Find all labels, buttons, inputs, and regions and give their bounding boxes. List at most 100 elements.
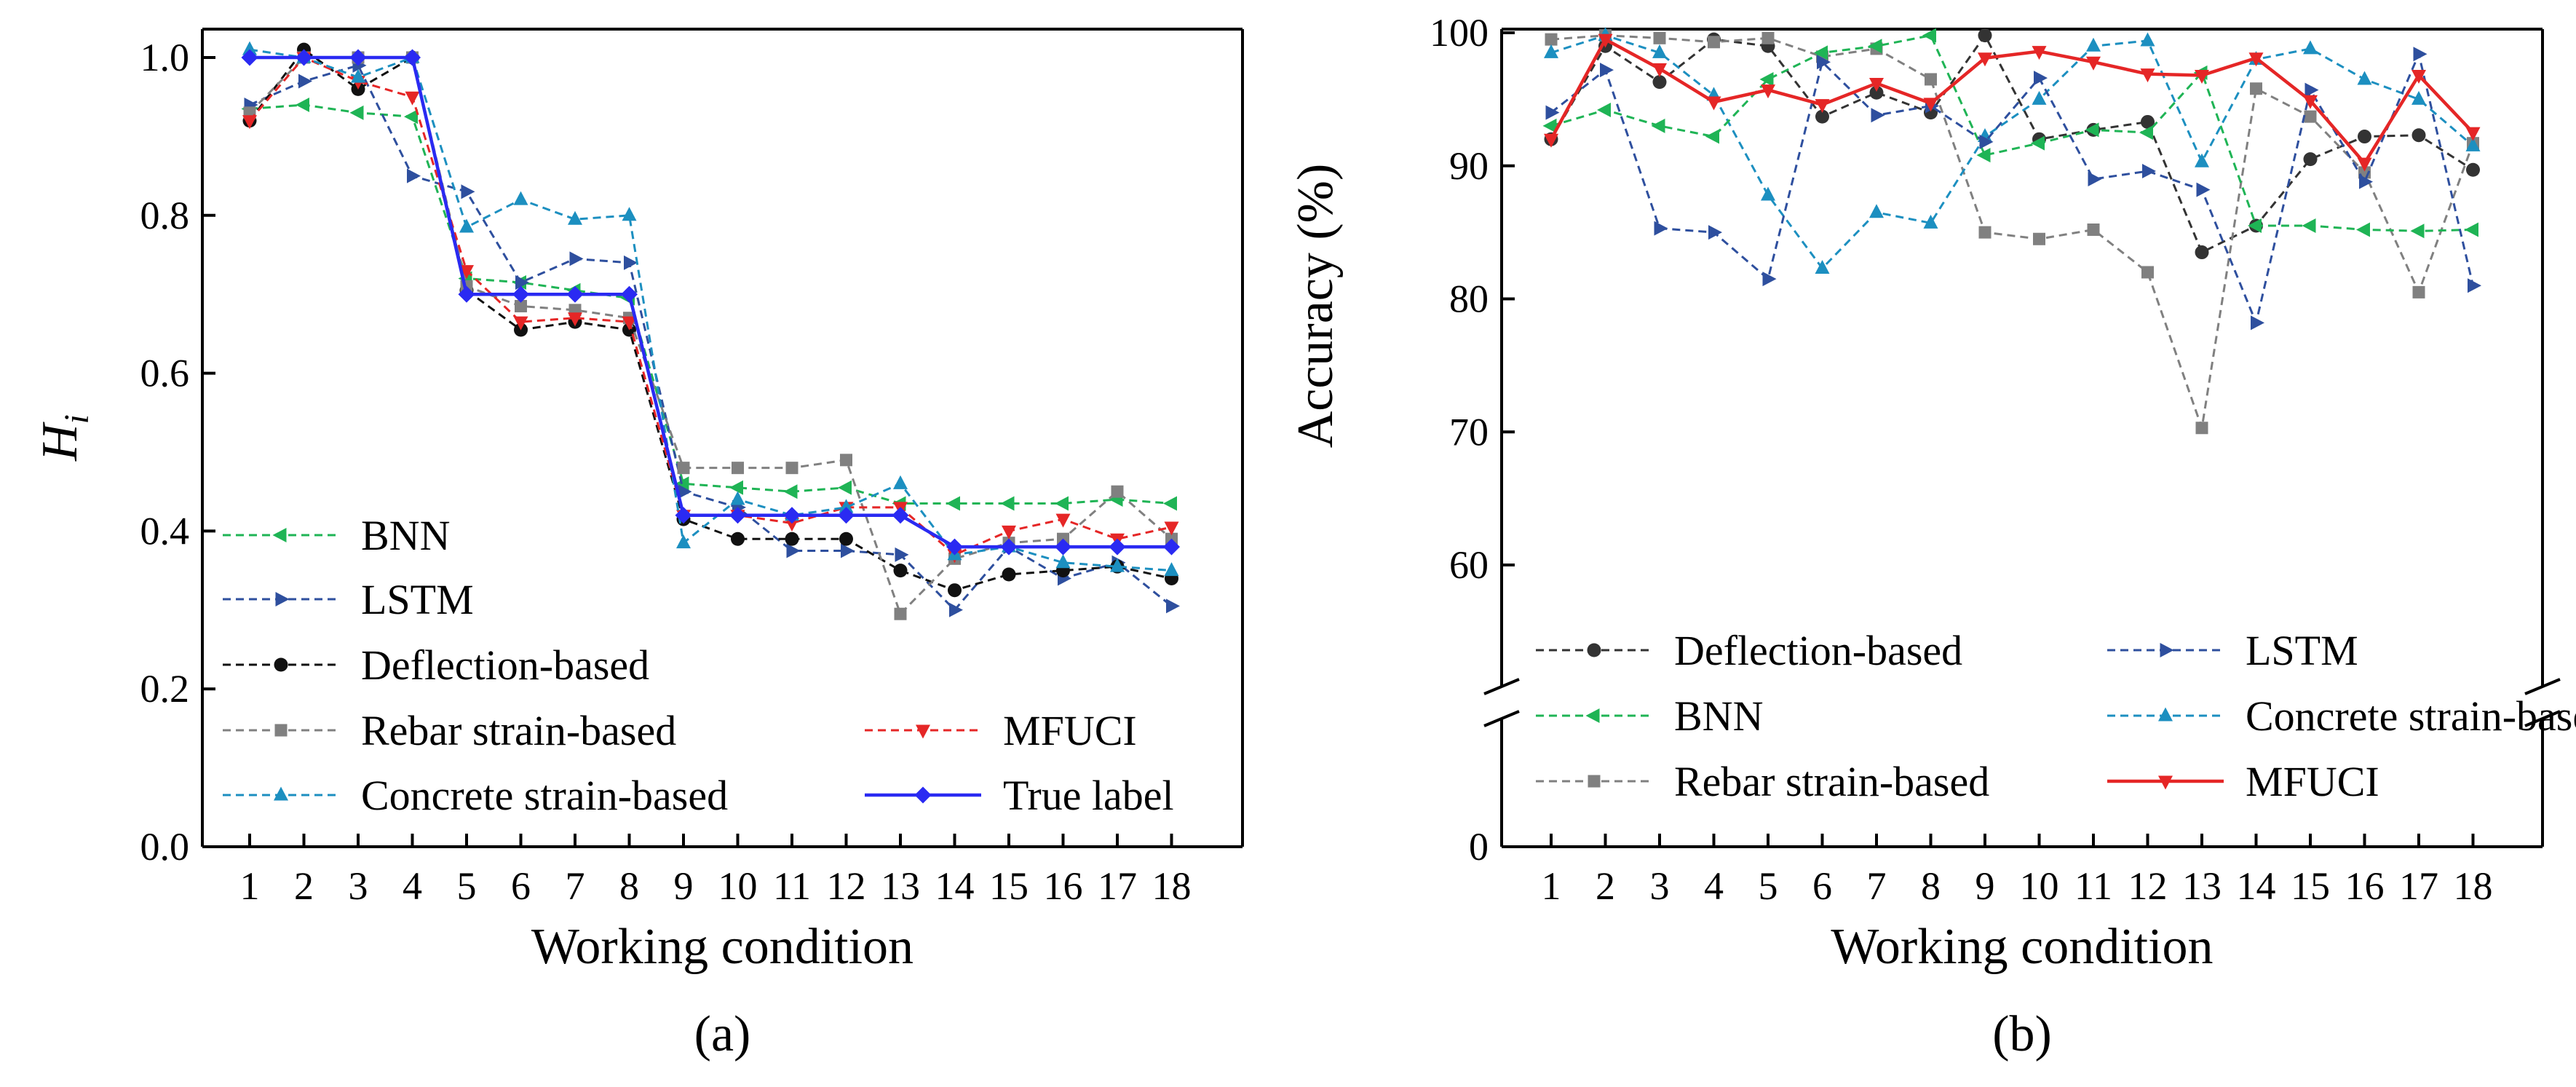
point-true — [1055, 538, 1071, 556]
point-lstm — [895, 547, 909, 562]
series-line-mfuci — [248, 56, 1172, 556]
legend-label-bnn: BNN — [1674, 692, 1763, 740]
x-tick-label: 12 — [827, 864, 866, 908]
point-deflection — [2195, 245, 2209, 260]
point-concrete — [1110, 558, 1125, 572]
panel-a: 0.00.20.40.60.81.01 2 3 4 5 6 7 8 9 10 11 12 13 14 15 1… — [32, 28, 1244, 1062]
point-lstm — [841, 543, 855, 558]
point-bnn — [2139, 125, 2153, 141]
point-true — [729, 507, 746, 524]
x-tick-label: 8 — [619, 864, 639, 908]
point-concrete — [1652, 44, 1667, 58]
point-bnn — [1163, 496, 1177, 511]
legend-label-lstm: LSTM — [361, 576, 474, 623]
point-lstm — [1600, 63, 1614, 78]
point-concrete — [2411, 90, 2426, 105]
point-bnn — [1597, 102, 1611, 117]
point-true — [296, 49, 312, 66]
point-concrete — [242, 41, 257, 55]
point-mfuci — [1544, 133, 1558, 148]
series-line-concrete — [1550, 34, 2474, 269]
plot-frame — [201, 28, 1244, 848]
point-lstm — [2413, 47, 2428, 62]
point-bnn — [404, 109, 418, 124]
point-lstm — [1817, 55, 1831, 70]
axis-break-mark — [1483, 710, 1520, 727]
y-tick-label: 0.6 — [140, 352, 190, 395]
point-lstm — [407, 168, 421, 183]
legend-marker-deflection — [1587, 643, 1601, 657]
x-tick-label: 13 — [2182, 864, 2222, 908]
point-lstm — [1871, 108, 1885, 123]
x-tick-label: 7 — [1867, 864, 1887, 908]
point-concrete — [459, 218, 474, 233]
point-mfuci — [1706, 96, 1721, 111]
point-deflection — [2466, 162, 2480, 177]
point-concrete — [2032, 90, 2047, 105]
y-tick-label: 70 — [1449, 410, 1489, 454]
point-concrete — [2303, 40, 2318, 55]
point-rebar — [1708, 36, 1720, 49]
point-concrete — [839, 499, 854, 513]
axis-break-mark — [2524, 710, 2561, 727]
x-tick-label: 9 — [1975, 864, 1995, 908]
point-concrete — [1869, 204, 1884, 218]
point-mfuci — [622, 316, 637, 331]
x-ticks: 1 2 3 4 5 6 7 8 9 10 11 12 13 14 15 16 17 18 — [240, 834, 1192, 908]
point-mfuci — [405, 91, 420, 106]
legend-marker-mfuci — [2158, 775, 2173, 790]
point-rebar — [732, 462, 744, 475]
series-line-rebar — [1550, 34, 2474, 430]
point-true — [404, 49, 421, 66]
point-bnn — [1542, 118, 1557, 133]
point-mfuci — [2140, 68, 2155, 83]
point-true — [512, 285, 529, 303]
point-bnn — [838, 480, 852, 495]
x-tick-label: 16 — [1044, 864, 1083, 908]
point-true — [1109, 538, 1126, 556]
x-tick-label: 5 — [1759, 864, 1778, 908]
point-rebar — [2195, 422, 2208, 435]
point-rebar — [677, 462, 690, 475]
point-deflection — [731, 531, 745, 546]
x-tick-label: 6 — [1812, 864, 1832, 908]
point-bnn — [2356, 222, 2370, 237]
point-bnn — [2465, 222, 2478, 237]
point-mfuci — [2086, 56, 2101, 71]
x-tick-label: 5 — [457, 864, 477, 908]
point-mfuci — [2248, 52, 2264, 67]
point-concrete — [1544, 44, 1558, 58]
y-ticks: 0.0 0.2 0.4 0.6 0.8 1.0 — [140, 36, 215, 869]
y-tick-label: 1.0 — [140, 36, 190, 79]
point-deflection — [2411, 128, 2426, 143]
point-rebar — [1925, 73, 1937, 86]
x-tick-label: 8 — [1921, 864, 1941, 908]
x-tick-label: 4 — [403, 864, 422, 908]
point-rebar — [2141, 266, 2154, 279]
point-lstm — [949, 602, 963, 617]
point-mfuci — [1652, 63, 1667, 77]
point-lstm — [2304, 82, 2319, 98]
x-tick-label: 6 — [511, 864, 531, 908]
series-line-deflection — [1550, 34, 2474, 254]
x-tick-label: 9 — [674, 864, 694, 908]
legend-marker-rebar — [274, 724, 288, 737]
legend-label-concrete: Concrete strain-based — [2246, 692, 2576, 740]
point-rebar — [2250, 82, 2262, 95]
y-ticks: 60 70 80 90 100 0 — [1430, 11, 1515, 869]
legend: BNN LSTM Deflection-based Rebar strain-base… — [223, 512, 1174, 819]
x-axis-title: Working condition — [531, 919, 914, 975]
x-tick-label: 3 — [1650, 864, 1670, 908]
y-tick-label: 80 — [1449, 277, 1489, 321]
legend-label-mfuci: MFUCI — [1003, 707, 1137, 754]
legend-marker-rebar — [1588, 775, 1601, 788]
point-deflection — [1978, 28, 1992, 43]
point-bnn — [946, 496, 960, 511]
point-lstm — [1654, 221, 1668, 236]
point-lstm — [1545, 105, 1560, 120]
point-mfuci — [1002, 525, 1016, 539]
plot-frame — [1483, 28, 2561, 848]
point-deflection — [1002, 567, 1016, 582]
point-bnn — [2302, 218, 2316, 233]
